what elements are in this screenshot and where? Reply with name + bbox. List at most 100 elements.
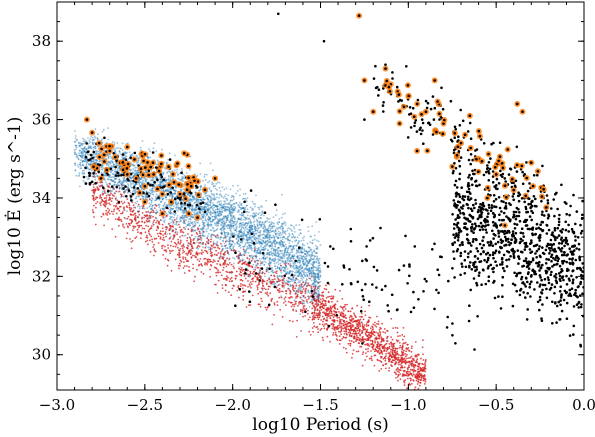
red-point [376,338,378,340]
red-point [92,183,95,186]
blue-point [307,262,310,265]
blue-point [299,279,301,282]
red-point [282,302,285,304]
blue-point [310,235,312,238]
red-point [113,195,115,197]
blue-point [317,240,320,243]
red-point [351,352,354,355]
red-point [173,241,176,244]
red-point [219,252,222,255]
blue-point [91,175,94,178]
red-point [376,344,379,346]
red-point [336,339,339,342]
red-point [333,306,336,309]
red-point [229,278,232,280]
red-point [278,291,281,294]
red-point [141,216,144,219]
blue-point [220,204,222,207]
red-point [168,229,171,232]
red-point [118,184,120,187]
blue-point [235,230,238,233]
red-point [275,272,278,275]
red-point [207,242,210,245]
blue-point [128,151,131,154]
red-point [179,236,181,238]
red-point [99,202,101,205]
red-point [242,298,245,301]
blue-point [184,205,187,207]
blue-point [158,206,161,209]
red-point [164,257,167,260]
blue-point [230,248,233,251]
red-point [377,323,380,325]
red-point [299,310,302,313]
red-point [309,277,312,280]
blue-point [137,157,140,160]
blue-point [215,244,218,247]
blue-point [243,218,245,221]
blue-point [285,272,287,275]
blue-point [174,227,177,230]
red-point [179,264,182,267]
red-point [118,205,121,208]
red-point [278,287,281,290]
blue-point [192,196,195,199]
red-point [411,375,414,377]
blue-point [218,197,221,199]
red-point [336,300,339,303]
blue-point [115,147,118,150]
red-point [398,360,401,363]
red-point [258,271,261,274]
blue-point [83,138,86,141]
red-point [164,232,167,235]
blue-point [134,166,137,169]
red-point [209,276,212,278]
blue-point [196,221,198,224]
red-point [164,231,167,233]
red-point [269,285,271,288]
red-point [325,323,328,325]
red-point [358,330,361,333]
red-point [392,349,395,352]
red-point [258,281,260,284]
red-point [343,333,346,335]
blue-point [318,288,320,290]
blue-point [171,220,174,223]
red-point [390,341,392,344]
red-point [159,230,162,233]
red-point [241,263,244,266]
red-point [311,327,314,329]
red-point [385,362,388,365]
red-point [185,252,188,255]
red-point [346,303,348,306]
red-point [93,204,95,207]
red-point [365,352,367,354]
blue-point [299,264,302,266]
red-point [281,285,284,288]
red-point [257,274,260,276]
blue-point [119,147,121,150]
red-point [264,292,267,294]
blue-point [107,127,109,129]
red-point [193,224,196,227]
red-point [179,248,182,250]
red-point [257,303,260,306]
blue-point [286,268,289,270]
blue-point [203,235,206,238]
blue-point [191,221,194,224]
blue-point [172,192,175,195]
red-point [120,218,122,221]
red-point [178,223,180,226]
blue-point [293,290,296,293]
red-point [118,190,121,193]
red-point [287,300,290,303]
red-point [190,240,192,243]
blue-point [257,239,260,242]
series-red [91,166,427,390]
blue-point [291,240,294,243]
blue-point [258,208,261,211]
red-point [414,354,417,357]
red-point [145,224,148,227]
red-point [315,301,318,303]
blue-point [165,226,168,228]
